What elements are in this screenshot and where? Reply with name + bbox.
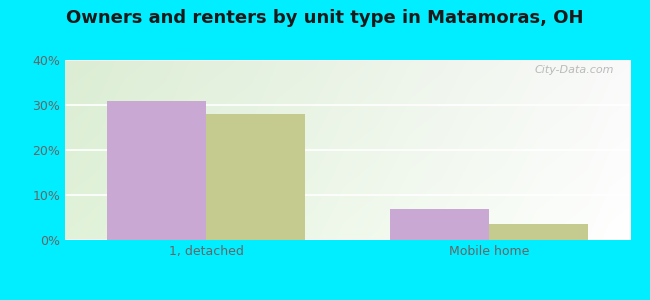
Text: City-Data.com: City-Data.com [534,65,614,75]
Bar [107,100,207,240]
Bar [207,114,306,240]
Text: Owners and renters by unit type in Matamoras, OH: Owners and renters by unit type in Matam… [66,9,584,27]
Bar [390,208,489,240]
Bar [489,224,588,240]
Legend: Owner occupied units, Renter occupied units: Owner occupied units, Renter occupied un… [172,297,524,300]
